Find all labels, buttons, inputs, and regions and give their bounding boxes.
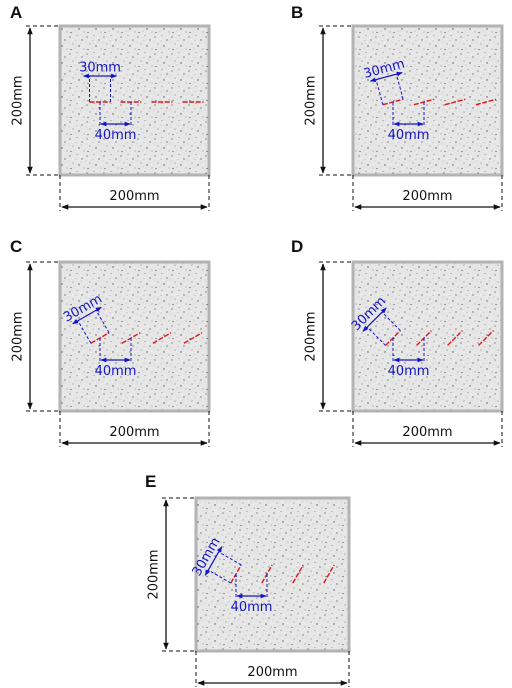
height-dimension: 200mm <box>304 25 353 176</box>
width-dimension: 200mm <box>59 175 210 211</box>
width-dimension: 200mm <box>59 411 210 447</box>
flaw-dimensions: 40mm 30mm <box>79 61 136 144</box>
height-dimension: 200mm <box>11 261 60 412</box>
panel-letter: E <box>145 472 156 491</box>
spacing-arrow <box>362 307 387 332</box>
height-dimension: 200mm <box>304 261 353 412</box>
crack-line <box>478 330 494 346</box>
panel-letter: C <box>10 237 22 256</box>
length-label: 40mm <box>95 364 137 379</box>
spacing-arrow <box>204 546 223 576</box>
length-label: 40mm <box>388 128 430 143</box>
height-label: 200mm <box>147 549 162 599</box>
length-label: 40mm <box>95 128 137 143</box>
spacing-arrow <box>72 306 102 325</box>
height-label: 200mm <box>11 75 26 125</box>
panel-letter: B <box>291 3 303 22</box>
height-label: 200mm <box>304 75 319 125</box>
height-label: 200mm <box>304 311 319 361</box>
panel-letter: D <box>291 237 303 256</box>
width-dimension: 200mm <box>352 175 503 211</box>
height-dimension: 200mm <box>11 25 60 176</box>
width-label: 200mm <box>247 665 297 680</box>
crack-line <box>447 330 463 346</box>
crack-line <box>323 564 335 584</box>
length-label: 40mm <box>231 600 273 615</box>
panel-letter: A <box>10 3 22 22</box>
panel-a: A 200mm 200mm 40mm 30mm <box>10 3 211 211</box>
width-label: 200mm <box>109 425 159 440</box>
crack-line <box>475 98 497 106</box>
specimen-block <box>194 496 351 653</box>
width-dimension: 200mm <box>352 411 503 447</box>
crack-line <box>152 332 172 344</box>
width-label: 200mm <box>402 189 452 204</box>
height-dimension: 200mm <box>147 497 196 652</box>
width-label: 200mm <box>402 425 452 440</box>
specimen-block <box>58 24 211 177</box>
crack-line <box>292 564 304 584</box>
spacing-label: 30mm <box>79 61 121 76</box>
crack-line <box>183 332 203 344</box>
width-label: 200mm <box>109 189 159 204</box>
length-label: 40mm <box>388 364 430 379</box>
height-label: 200mm <box>11 311 26 361</box>
specimen-block <box>351 260 504 413</box>
width-dimension: 200mm <box>195 651 350 687</box>
crack-line <box>444 98 466 106</box>
spacing-arrow <box>369 71 403 83</box>
